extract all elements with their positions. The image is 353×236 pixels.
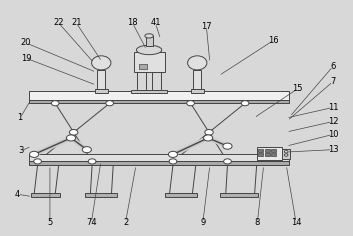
- Bar: [31, 193, 60, 197]
- Text: 9: 9: [200, 218, 205, 227]
- Ellipse shape: [91, 56, 111, 70]
- Circle shape: [106, 101, 114, 106]
- Text: 2: 2: [123, 218, 128, 227]
- Text: 20: 20: [21, 38, 31, 47]
- Bar: [29, 161, 289, 165]
- Bar: [132, 90, 167, 93]
- Bar: [145, 36, 152, 46]
- Bar: [29, 154, 289, 161]
- Bar: [85, 193, 117, 197]
- Bar: [265, 153, 270, 156]
- Text: 10: 10: [328, 130, 338, 139]
- Bar: [221, 193, 258, 197]
- Circle shape: [187, 101, 195, 106]
- Text: 13: 13: [328, 145, 338, 154]
- Bar: [95, 89, 108, 93]
- Text: 14: 14: [291, 218, 301, 227]
- Bar: [193, 70, 201, 92]
- Circle shape: [34, 159, 42, 164]
- Circle shape: [285, 151, 288, 153]
- Circle shape: [168, 151, 178, 157]
- Circle shape: [70, 130, 78, 135]
- Text: 41: 41: [150, 18, 161, 27]
- Text: 74: 74: [86, 218, 97, 227]
- Circle shape: [66, 135, 76, 141]
- Ellipse shape: [145, 34, 153, 38]
- Text: 12: 12: [328, 117, 338, 126]
- Text: 21: 21: [71, 18, 82, 27]
- Bar: [29, 100, 289, 103]
- Bar: [271, 149, 276, 152]
- Circle shape: [285, 154, 288, 156]
- Bar: [191, 89, 204, 93]
- Bar: [271, 153, 276, 156]
- Text: 4: 4: [15, 190, 20, 199]
- Circle shape: [169, 159, 177, 164]
- Circle shape: [30, 151, 39, 157]
- Bar: [258, 153, 263, 156]
- Bar: [257, 147, 282, 160]
- Circle shape: [205, 130, 213, 135]
- Text: 8: 8: [255, 218, 260, 227]
- Bar: [152, 72, 161, 92]
- Circle shape: [88, 159, 96, 164]
- Text: 15: 15: [293, 84, 303, 93]
- Bar: [258, 149, 263, 152]
- Bar: [29, 92, 289, 100]
- Circle shape: [82, 147, 91, 153]
- Text: 6: 6: [330, 62, 336, 71]
- Text: 17: 17: [201, 22, 212, 31]
- Bar: [97, 70, 105, 92]
- Bar: [265, 149, 270, 152]
- Text: 1: 1: [17, 114, 23, 122]
- Bar: [282, 149, 290, 159]
- Text: 22: 22: [53, 18, 64, 27]
- Bar: [138, 63, 147, 69]
- Bar: [133, 52, 164, 72]
- Text: 5: 5: [47, 218, 53, 227]
- Circle shape: [241, 101, 249, 106]
- Circle shape: [223, 143, 232, 149]
- Ellipse shape: [136, 45, 162, 55]
- Circle shape: [223, 159, 231, 164]
- Text: 16: 16: [268, 36, 279, 45]
- Bar: [165, 193, 197, 197]
- Circle shape: [204, 135, 213, 141]
- Text: 19: 19: [21, 54, 31, 63]
- Bar: [137, 72, 146, 92]
- Text: 18: 18: [127, 18, 138, 27]
- Circle shape: [51, 101, 59, 106]
- Ellipse shape: [187, 56, 207, 70]
- Text: 11: 11: [328, 103, 338, 112]
- Text: 3: 3: [18, 146, 24, 155]
- Text: 7: 7: [330, 77, 336, 86]
